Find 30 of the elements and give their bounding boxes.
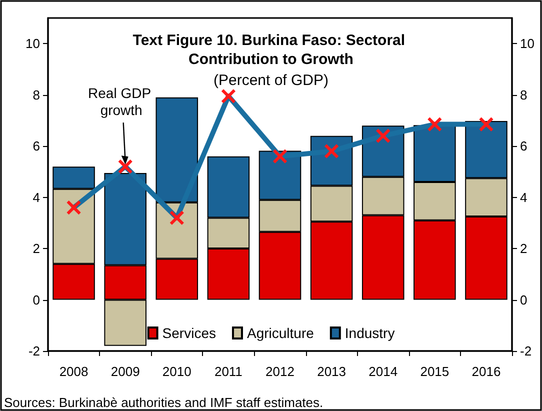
y2-tick-label: 0 — [520, 292, 528, 308]
y-tick-label: 6 — [32, 138, 40, 154]
legend-label: Industry — [344, 325, 395, 341]
annotation: Real GDP growth — [88, 85, 155, 118]
x-tick-label: 2010 — [162, 364, 192, 379]
y2-tick-label: -2 — [520, 344, 532, 358]
y-tick-label: 2 — [32, 241, 40, 256]
x-tick-label: 2011 — [214, 364, 242, 379]
y2-tick-label: 6 — [520, 138, 528, 154]
source-note: Sources: Burkinabè authorities and IMF staff estimates. — [4, 395, 324, 410]
x-tick-label: 2013 — [317, 364, 346, 379]
x-tick-label: 2008 — [59, 364, 88, 379]
text: Text Figure 10. Burkina Faso: Sectoral Contribution to Growth — [132, 32, 410, 68]
y-tick-label: -2 — [28, 344, 40, 358]
legend-label: Services — [162, 325, 216, 341]
y-tick-label: 10 — [26, 36, 40, 52]
y-tick-label: 4 — [32, 190, 40, 205]
y2-tick-label: 2 — [520, 241, 528, 256]
y2-tick-label: 4 — [520, 190, 528, 205]
legend-label: Agriculture — [246, 325, 314, 341]
y-tick-label: 8 — [32, 87, 40, 102]
x-tick-label: 2015 — [420, 364, 450, 379]
y-tick-label: 0 — [32, 292, 40, 308]
y2-tick-label: 8 — [520, 87, 528, 102]
x-tick-label: 2016 — [472, 364, 501, 379]
y2-tick-label: 10 — [520, 36, 534, 52]
x-tick-label: 2014 — [368, 364, 398, 379]
x-tick-label: 2012 — [266, 364, 294, 379]
x-tick-label: 2009 — [110, 364, 140, 379]
text: (Percent of GDP) — [213, 72, 329, 89]
